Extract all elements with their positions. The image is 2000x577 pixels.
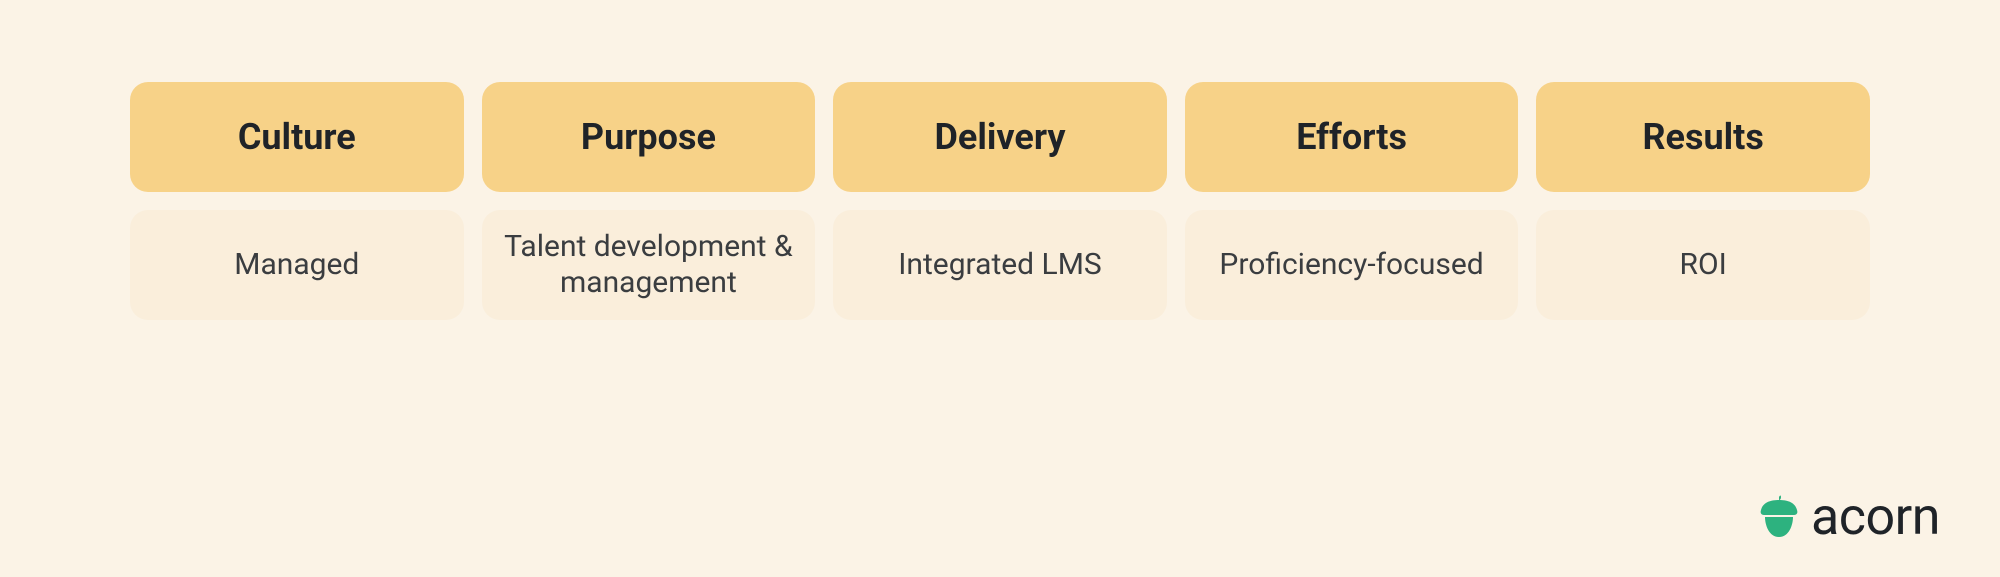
column-value: Talent development & management <box>482 210 816 320</box>
column-value: Proficiency-focused <box>1185 210 1519 320</box>
value-row: Managed Talent development & management … <box>130 210 1870 320</box>
infographic-table: Culture Purpose Delivery Efforts Results… <box>130 82 1870 320</box>
column-header: Purpose <box>482 82 816 192</box>
column-header: Efforts <box>1185 82 1519 192</box>
brand-logo: acorn <box>1759 486 1940 547</box>
column-header: Results <box>1536 82 1870 192</box>
column-value: ROI <box>1536 210 1870 320</box>
acorn-icon <box>1759 495 1799 539</box>
header-row: Culture Purpose Delivery Efforts Results <box>130 82 1870 192</box>
column-header: Delivery <box>833 82 1167 192</box>
column-header: Culture <box>130 82 464 192</box>
brand-name: acorn <box>1811 486 1940 547</box>
column-value: Managed <box>130 210 464 320</box>
column-value: Integrated LMS <box>833 210 1167 320</box>
